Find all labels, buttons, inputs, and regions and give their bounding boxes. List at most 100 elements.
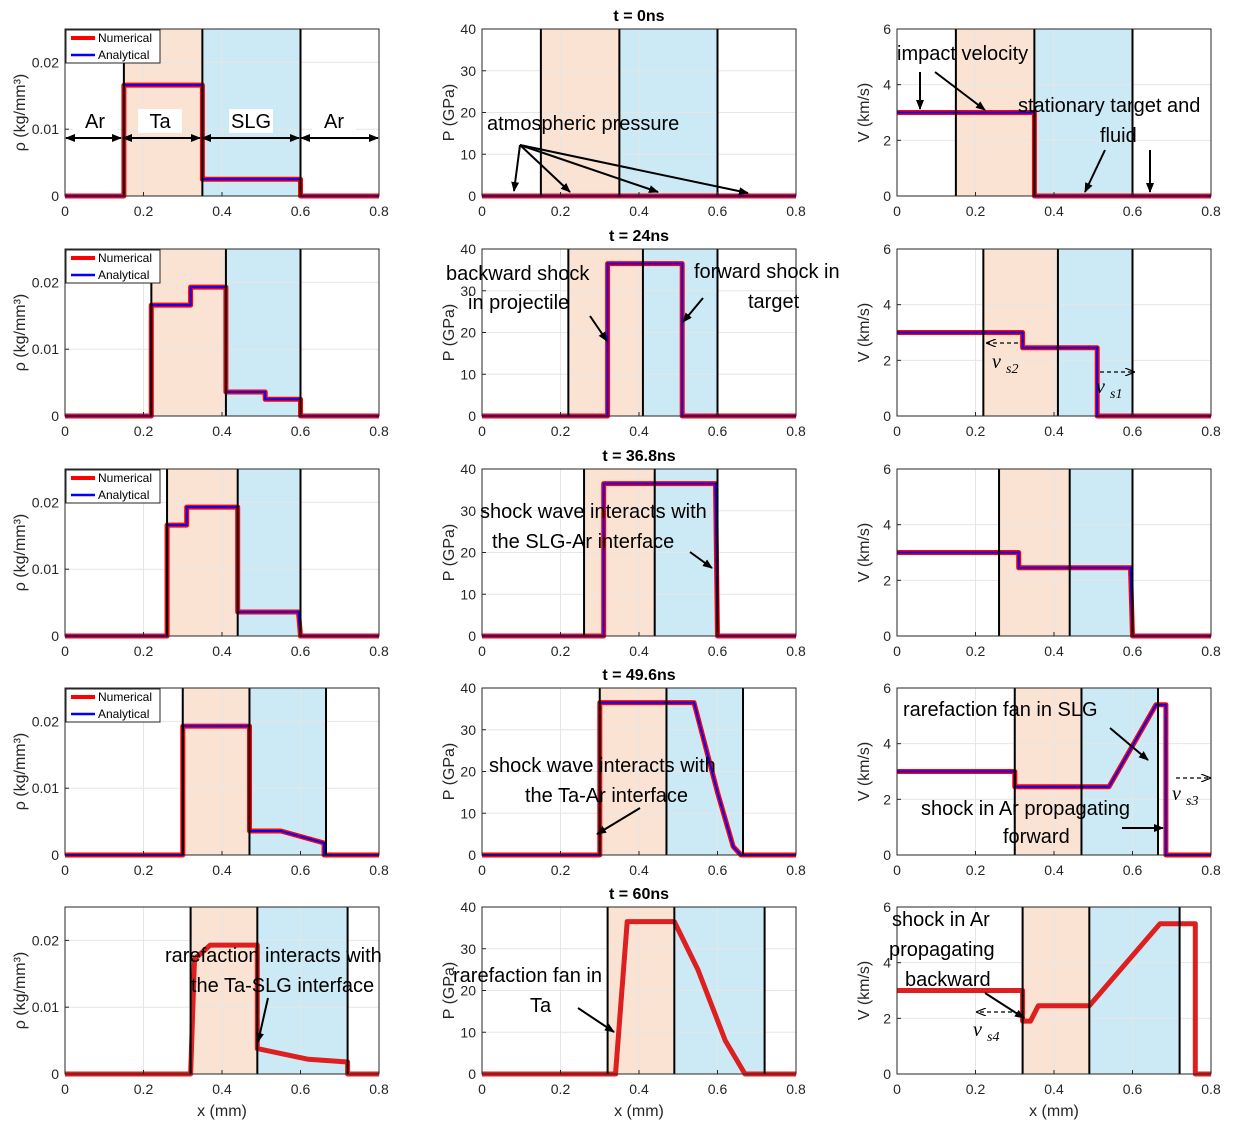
P-panel: 0 0.2 0.4 0.6 0.8 0 10 20 30 40 P (GPa) x (mm) t = 6… (441, 886, 806, 1120)
x-tick-label: 0 (478, 1081, 486, 1097)
annotation-stationary-2: fluid (1100, 125, 1137, 147)
legend-box (65, 29, 161, 64)
x-tick-label: 0.6 (291, 203, 311, 219)
y-axis-label: V (km/s) (856, 83, 873, 143)
y-tick-label: 0 (883, 628, 891, 644)
annotation-forward-1: forward shock in (694, 261, 840, 283)
ta-region (1014, 688, 1082, 855)
region-label-bg (73, 109, 117, 133)
x-tick-label: 0.4 (212, 862, 232, 878)
region-label: Ar (85, 111, 105, 133)
y-axis-label: V (km/s) (856, 961, 873, 1021)
y-tick-label: 10 (460, 586, 476, 602)
annotation-arrow (596, 807, 641, 835)
annotation-forward-2: target (748, 291, 800, 313)
x-axis-label: x (mm) (1029, 1103, 1079, 1120)
x-tick-label: 0.6 (1123, 423, 1143, 439)
x-tick-label: 0.4 (629, 203, 649, 219)
annotation-arrow (934, 71, 986, 111)
x-axis-label: x (mm) (197, 1103, 247, 1120)
y-tick-label: 40 (460, 21, 476, 37)
annotation-atmospheric-pressure: atmospheric pressure (487, 113, 679, 135)
x-tick-label: 0.4 (212, 423, 232, 439)
x-tick-label: 0 (893, 203, 901, 219)
vs1-subscript: s1 (1110, 387, 1122, 402)
x-tick-label: 0.8 (786, 203, 806, 219)
y-tick-label: 40 (460, 899, 476, 915)
x-tick-label: 0 (893, 862, 901, 878)
x-tick-label: 0.8 (1201, 203, 1221, 219)
y-tick-label: 6 (883, 241, 891, 257)
y-tick-label: 0 (883, 408, 891, 424)
x-tick-label: 0.2 (966, 643, 986, 659)
slg-region (237, 469, 301, 636)
y-tick-label: 0 (51, 847, 59, 863)
x-tick-label: 0.8 (786, 1081, 806, 1097)
rho-panel: 0 0.2 0.4 0.6 0.8 0 0.01 0.02ρ (kg/mm³) x (mm) (12, 906, 389, 1120)
annotation-ar-back-1: shock in Ar (892, 909, 990, 931)
y-tick-label: 0.02 (32, 713, 59, 729)
panels: 0 0.2 0.4 0.6 0.8 0 0.01 0.02 ρ (kg/mm³) Numerica… (12, 8, 1221, 1120)
y-axis-label: V (km/s) (856, 742, 873, 802)
x-tick-label: 0.4 (1044, 1081, 1064, 1097)
legend-box (65, 469, 161, 504)
region-label: SLG (231, 111, 271, 133)
legend-analytical-label: Analytical (98, 268, 149, 282)
y-tick-label: 0 (51, 188, 59, 204)
legend-analytical-label: Analytical (98, 48, 149, 62)
y-tick-label: 4 (883, 736, 891, 752)
y-tick-label: 0 (468, 1066, 476, 1082)
x-tick-label: 0.8 (369, 862, 389, 878)
y-axis-label: ρ (kg/mm³) (12, 74, 29, 152)
y-tick-label: 10 (460, 805, 476, 821)
x-tick-label: 0.2 (134, 423, 154, 439)
annotation-ta-slg-2: the Ta-SLG interface (191, 975, 374, 997)
x-tick-label: 0.4 (1044, 643, 1064, 659)
slg-region (1034, 29, 1133, 196)
panel-title: t = 49.6ns (602, 667, 675, 684)
y-tick-label: 2 (883, 1010, 891, 1026)
vs4-subscript: s4 (987, 1030, 999, 1045)
row-t0: 0 0.2 0.4 0.6 0.8 0 0.01 0.02ρ (kg/mm³) Numerica… (12, 8, 1221, 219)
legend-numerical-label: Numerical (98, 31, 152, 45)
annotation-ta-ar-1: shock wave interacts with (489, 755, 716, 777)
slg-region (257, 907, 348, 1074)
x-tick-label: 0.4 (629, 643, 649, 659)
V-panel: 0 0.2 0.4 0.6 0.8 0 2 4 6 V (km/s) x (mm) (856, 899, 1221, 1120)
y-tick-label: 0 (51, 1066, 59, 1082)
x-tick-label: 0.6 (1123, 203, 1143, 219)
annotation-arrow (519, 144, 749, 196)
x-tick-label: 0.6 (1123, 1081, 1143, 1097)
x-tick-label: 0.8 (369, 1081, 389, 1097)
x-tick-label: 0.4 (1044, 423, 1064, 439)
x-tick-label: 0.2 (966, 862, 986, 878)
y-tick-label: 40 (460, 241, 476, 257)
annotation-slg-ar-2: the SLG-Ar interface (492, 531, 674, 553)
legend: Numerical Analytical (65, 29, 161, 64)
x-tick-label: 0.2 (966, 203, 986, 219)
y-tick-label: 6 (883, 21, 891, 37)
x-tick-label: 0.6 (708, 203, 728, 219)
annotation-arrow (519, 144, 571, 193)
annotation-ar-back-2: propagating (889, 939, 995, 961)
y-tick-label: 0.01 (32, 341, 59, 357)
x-tick-label: 0.2 (134, 643, 154, 659)
annotation-ta-slg-1: rarefaction interacts with (165, 945, 382, 967)
ta-region (1022, 907, 1090, 1074)
x-tick-label: 0 (478, 423, 486, 439)
annotation-arrow (256, 997, 269, 1043)
x-tick-label: 0.2 (966, 423, 986, 439)
x-tick-label: 0 (893, 643, 901, 659)
y-tick-label: 0 (883, 1066, 891, 1082)
legend-analytical-label: Analytical (98, 488, 149, 502)
y-tick-label: 0.01 (32, 780, 59, 796)
region-label-bg (229, 109, 273, 133)
y-tick-label: 0.02 (32, 932, 59, 948)
legend: Numerical Analytical (65, 249, 161, 284)
x-tick-label: 0.6 (1123, 862, 1143, 878)
x-tick-label: 0.6 (708, 862, 728, 878)
y-tick-label: 0 (468, 188, 476, 204)
legend: Numerical Analytical (65, 688, 161, 723)
y-tick-label: 0.02 (32, 274, 59, 290)
